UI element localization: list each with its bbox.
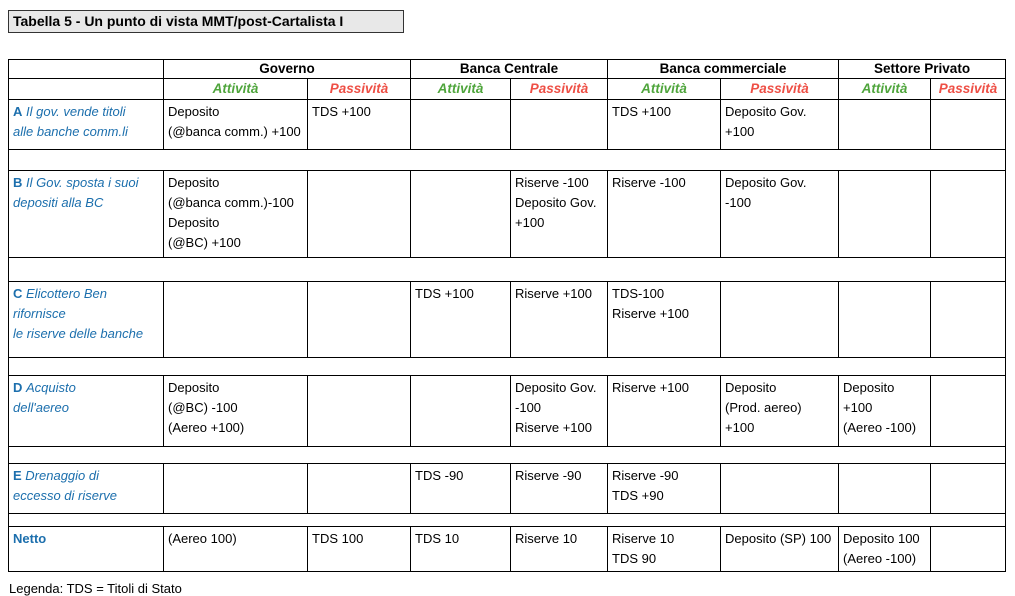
- balance-cell: [410, 170, 512, 258]
- balance-cell: Riserve 10: [510, 525, 609, 573]
- balance-cell: Deposito Gov. -100: [720, 170, 840, 258]
- spacer-row: [7, 513, 1007, 527]
- balance-cell: Deposito (SP) 100: [720, 525, 840, 573]
- balance-cell: [306, 170, 412, 258]
- balance-cell: TDS +100: [607, 99, 722, 150]
- balance-cell: [838, 281, 932, 358]
- row-letter: B: [13, 175, 23, 190]
- balance-cell: TDS 100: [306, 525, 412, 573]
- balance-cell: TDS 10: [410, 525, 512, 573]
- balance-cell: Deposito +100 (Aereo -100): [838, 375, 932, 447]
- balance-cell: [720, 463, 840, 514]
- subheader-passivita: Passività: [510, 78, 609, 100]
- row-label: B Il Gov. sposta i suoi depositi alla BC: [8, 170, 164, 258]
- balance-cell: TDS +100: [410, 281, 512, 358]
- balance-cell: Deposito 100 (Aereo -100): [838, 525, 932, 573]
- group-header-row: Governo Banca Centrale Banca commerciale…: [8, 59, 1007, 79]
- row-label: E Drenaggio di eccesso di riserve: [8, 463, 164, 514]
- balance-cell: Deposito (Prod. aereo) +100: [720, 375, 840, 447]
- balance-cell: [838, 170, 932, 258]
- table-row-netto: Netto (Aereo 100) TDS 100 TDS 10 Riserve…: [8, 525, 1007, 573]
- balance-cell: [930, 99, 1007, 150]
- group-header-governo: Governo: [162, 59, 412, 79]
- row-letter: A: [13, 104, 23, 119]
- row-letter: Netto: [13, 531, 47, 546]
- balance-cell: Deposito Gov. +100: [720, 99, 840, 150]
- corner-empty-cell: [8, 78, 164, 100]
- spacer-row: [7, 257, 1007, 282]
- table-row-c: C Elicottero Ben rifornisce le riserve d…: [8, 281, 1007, 358]
- balance-cell: [306, 463, 412, 514]
- balance-cell: Deposito (@banca comm.)-100 Deposito (@B…: [163, 170, 308, 258]
- row-label: A Il gov. vende titoli alle banche comm.…: [8, 99, 164, 150]
- corner-empty-cell: [8, 59, 164, 79]
- row-desc: Il gov. vende titoli alle banche comm.li: [13, 104, 128, 140]
- group-header-banca-centrale: Banca Centrale: [410, 59, 609, 79]
- balance-cell: Riserve +100: [607, 375, 722, 447]
- balance-cell: [410, 375, 512, 447]
- table-row-d: D Acquisto dell'aereo Deposito (@BC) -10…: [8, 375, 1007, 447]
- balance-cell: [930, 170, 1007, 258]
- row-desc: Elicottero Ben rifornisce le riserve del…: [13, 286, 144, 342]
- balance-cell: [720, 281, 840, 358]
- row-label: C Elicottero Ben rifornisce le riserve d…: [8, 281, 164, 358]
- balance-cell: [930, 463, 1007, 514]
- balance-cell: Riserve 10 TDS 90: [607, 525, 722, 573]
- balance-cell: Deposito (@banca comm.) +100: [163, 99, 308, 150]
- balance-cell: Riserve -90 TDS +90: [607, 463, 722, 514]
- spacer-row: [7, 149, 1007, 171]
- balance-cell: [930, 281, 1007, 358]
- spacer-row: [7, 357, 1007, 376]
- balance-cell: [163, 281, 308, 358]
- balance-cell: TDS -90: [410, 463, 512, 514]
- subheader-row: Attività Passività Attività Passività At…: [8, 78, 1007, 100]
- balance-cell: Riserve -90: [510, 463, 609, 514]
- row-desc: Acquisto dell'aereo: [13, 380, 76, 416]
- balance-cell: TDS +100: [306, 99, 412, 150]
- balance-cell: [838, 99, 932, 150]
- balance-cell: [306, 375, 412, 447]
- row-desc: Il Gov. sposta i suoi depositi alla BC: [13, 175, 139, 211]
- balance-cell: [510, 99, 609, 150]
- row-label: Netto: [8, 525, 164, 573]
- row-letter: C: [13, 286, 23, 301]
- subheader-passivita: Passività: [930, 78, 1007, 100]
- balance-cell: [410, 99, 512, 150]
- spacer-row: [7, 446, 1007, 464]
- subheader-passivita: Passività: [306, 78, 412, 100]
- balance-cell: Riserve +100: [510, 281, 609, 358]
- subheader-attivita: Attività: [607, 78, 722, 100]
- subheader-attivita: Attività: [163, 78, 308, 100]
- balance-cell: Riserve -100 Deposito Gov. +100: [510, 170, 609, 258]
- row-letter: D: [13, 380, 23, 395]
- balance-cell: [306, 281, 412, 358]
- legend: Legenda: TDS = Titoli di Stato: [9, 581, 182, 596]
- row-desc: Drenaggio di eccesso di riserve: [13, 468, 118, 504]
- balance-cell: Riserve -100: [607, 170, 722, 258]
- table-row-a: A Il gov. vende titoli alle banche comm.…: [8, 99, 1007, 150]
- balance-cell: TDS-100 Riserve +100: [607, 281, 722, 358]
- balance-cell: [838, 463, 932, 514]
- balance-sheet-table: Governo Banca Centrale Banca commerciale…: [7, 59, 1007, 573]
- balance-cell: Deposito Gov. -100 Riserve +100: [510, 375, 609, 447]
- group-header-settore-privato: Settore Privato: [838, 59, 1007, 79]
- table-row-e: E Drenaggio di eccesso di riserve TDS -9…: [8, 463, 1007, 514]
- group-header-banca-commerciale: Banca commerciale: [607, 59, 840, 79]
- subheader-attivita: Attività: [410, 78, 512, 100]
- table-title: Tabella 5 - Un punto di vista MMT/post-C…: [8, 10, 404, 33]
- balance-cell: [930, 375, 1007, 447]
- balance-cell: [163, 463, 308, 514]
- row-letter: E: [13, 468, 22, 483]
- table-row-b: B Il Gov. sposta i suoi depositi alla BC…: [8, 170, 1007, 258]
- subheader-passivita: Passività: [720, 78, 840, 100]
- balance-cell: (Aereo 100): [163, 525, 308, 573]
- balance-cell: Deposito (@BC) -100 (Aereo +100): [163, 375, 308, 447]
- balance-cell: [930, 525, 1007, 573]
- row-label: D Acquisto dell'aereo: [8, 375, 164, 447]
- subheader-attivita: Attività: [838, 78, 932, 100]
